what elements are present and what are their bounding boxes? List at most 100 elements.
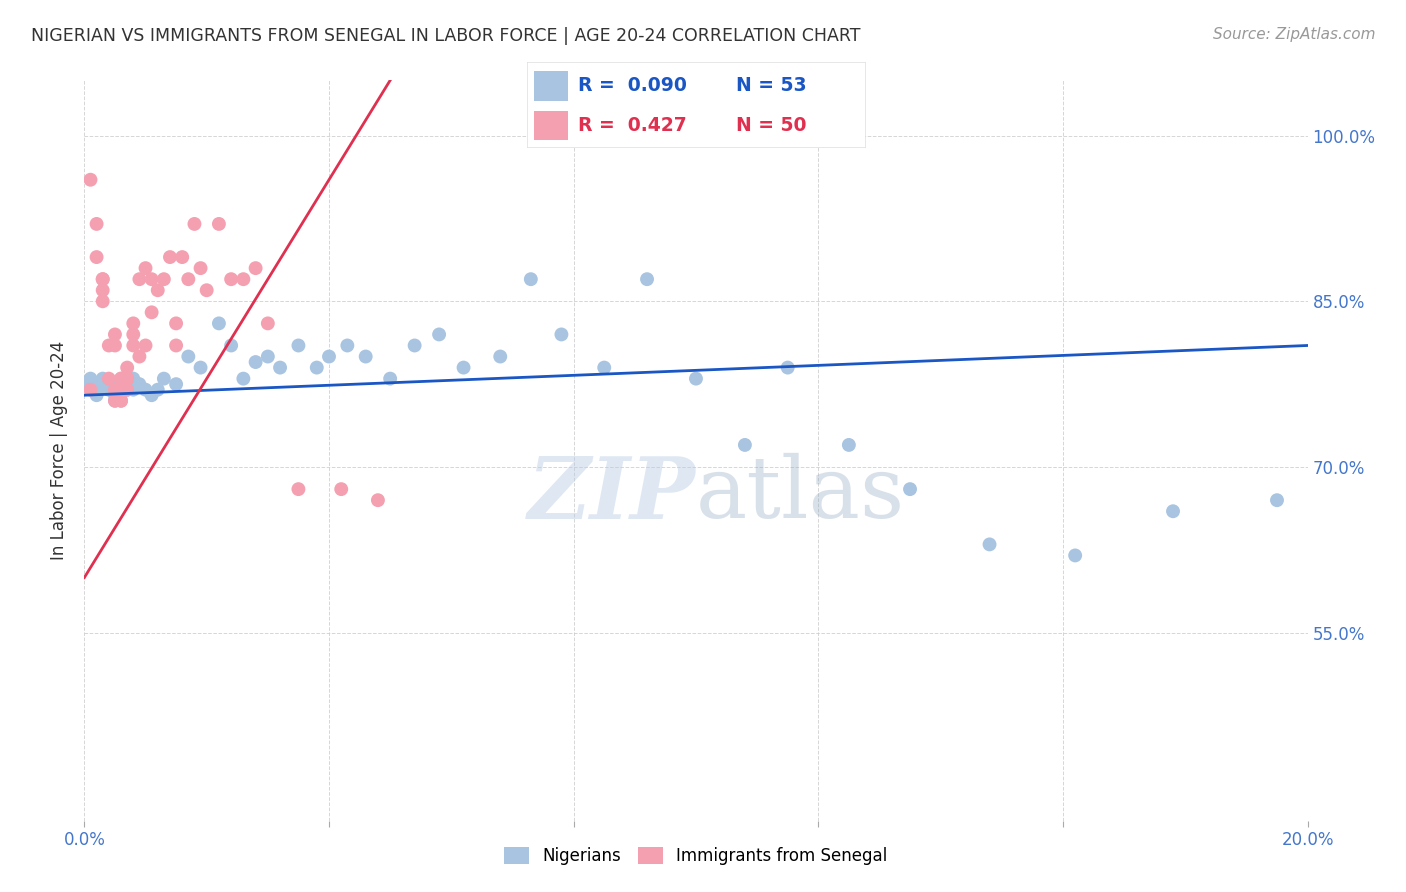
Point [141, 272, 163, 286]
Point [122, 371, 145, 385]
Point [232, 371, 254, 385]
Point [97, 371, 120, 385]
Point [159, 250, 181, 264]
Bar [534, 71, 568, 101]
Point [593, 360, 616, 375]
Point [776, 360, 799, 375]
Point [104, 338, 127, 352]
Point [115, 371, 138, 385]
Point [104, 388, 127, 402]
Text: N = 50: N = 50 [737, 116, 807, 135]
Point [979, 537, 1001, 551]
Point [86, 388, 108, 402]
Point [453, 360, 475, 375]
Point [489, 350, 512, 364]
Point [86, 217, 108, 231]
Point [115, 383, 138, 397]
Point [91, 371, 114, 385]
Point [354, 350, 377, 364]
Point [219, 272, 242, 286]
Point [104, 393, 127, 408]
Point [318, 350, 340, 364]
Point [287, 338, 309, 352]
Point [91, 272, 114, 286]
Point [153, 371, 176, 385]
Point [110, 371, 132, 385]
Point [97, 383, 120, 397]
Point [146, 383, 169, 397]
Point [195, 283, 218, 297]
Point [208, 217, 231, 231]
Point [115, 377, 138, 392]
Point [128, 350, 150, 364]
Point [110, 383, 132, 397]
Point [115, 360, 138, 375]
Point [636, 272, 658, 286]
Point [97, 377, 120, 392]
Point [190, 261, 212, 276]
Point [146, 283, 169, 297]
Point [165, 317, 187, 331]
Point [110, 377, 132, 392]
Point [336, 338, 359, 352]
Point [183, 217, 205, 231]
Point [520, 272, 543, 286]
Point [153, 272, 176, 286]
Point [1161, 504, 1184, 518]
Point [104, 383, 127, 397]
Point [269, 360, 291, 375]
Text: Source: ZipAtlas.com: Source: ZipAtlas.com [1212, 27, 1375, 42]
Point [141, 305, 163, 319]
Point [404, 338, 426, 352]
Point [257, 350, 280, 364]
Point [104, 393, 127, 408]
Point [245, 261, 267, 276]
Point [91, 272, 114, 286]
Text: N = 53: N = 53 [737, 76, 807, 95]
Point [165, 377, 187, 392]
Point [1265, 493, 1288, 508]
Point [97, 338, 120, 352]
Point [257, 317, 280, 331]
Point [79, 377, 101, 392]
Point [135, 338, 157, 352]
Point [550, 327, 572, 342]
Point [367, 493, 389, 508]
Y-axis label: In Labor Force | Age 20-24: In Labor Force | Age 20-24 [51, 341, 69, 560]
Point [898, 482, 921, 496]
Text: atlas: atlas [696, 453, 905, 536]
Point [219, 338, 242, 352]
Point [128, 377, 150, 392]
Point [91, 294, 114, 309]
Point [128, 272, 150, 286]
Text: ZIP: ZIP [529, 453, 696, 537]
Point [86, 250, 108, 264]
Point [79, 172, 101, 186]
Point [135, 261, 157, 276]
Point [79, 383, 101, 397]
Text: R =  0.427: R = 0.427 [578, 116, 686, 135]
Point [232, 272, 254, 286]
Point [104, 327, 127, 342]
Point [245, 355, 267, 369]
Point [86, 383, 108, 397]
Point [110, 371, 132, 385]
Point [305, 360, 328, 375]
Point [208, 317, 231, 331]
Point [190, 360, 212, 375]
Point [91, 283, 114, 297]
Bar [534, 111, 568, 140]
Point [122, 317, 145, 331]
Legend: Nigerians, Immigrants from Senegal: Nigerians, Immigrants from Senegal [498, 840, 894, 871]
Point [122, 383, 145, 397]
Point [685, 371, 707, 385]
Point [115, 383, 138, 397]
Point [177, 350, 200, 364]
Point [380, 371, 402, 385]
Point [122, 338, 145, 352]
Point [135, 383, 157, 397]
Text: NIGERIAN VS IMMIGRANTS FROM SENEGAL IN LABOR FORCE | AGE 20-24 CORRELATION CHART: NIGERIAN VS IMMIGRANTS FROM SENEGAL IN L… [31, 27, 860, 45]
Point [1064, 549, 1087, 563]
Point [122, 327, 145, 342]
Point [79, 371, 101, 385]
